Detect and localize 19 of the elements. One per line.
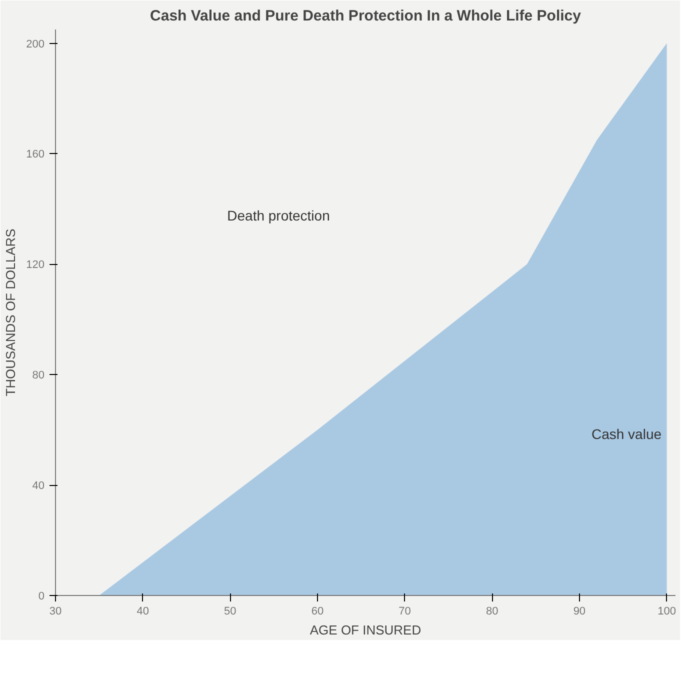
x-tick-label: 30 bbox=[49, 606, 62, 618]
y-tick-label: 80 bbox=[32, 370, 45, 382]
x-tick-label: 70 bbox=[398, 606, 411, 618]
x-tick-label: 90 bbox=[573, 606, 586, 618]
annotation: Death protection bbox=[227, 208, 330, 224]
chart-title: Cash Value and Pure Death Protection In a Whole Life Policy bbox=[150, 8, 582, 24]
y-tick-label: 0 bbox=[38, 590, 45, 602]
x-tick-label: 100 bbox=[658, 606, 676, 618]
y-tick-label: 40 bbox=[32, 480, 45, 492]
y-tick-label: 120 bbox=[26, 259, 45, 272]
x-tick-label: 40 bbox=[136, 606, 149, 618]
y-axis-title: THOUSANDS OF DOLLARS bbox=[3, 228, 18, 396]
x-tick-label: 80 bbox=[486, 606, 498, 618]
x-tick-label: 50 bbox=[224, 606, 236, 618]
annotation: Cash value bbox=[591, 426, 662, 442]
y-tick-label: 200 bbox=[26, 38, 45, 50]
x-tick-label: 60 bbox=[311, 606, 324, 618]
y-tick-label: 160 bbox=[26, 148, 45, 161]
x-axis-title: AGE OF INSURED bbox=[310, 622, 422, 638]
